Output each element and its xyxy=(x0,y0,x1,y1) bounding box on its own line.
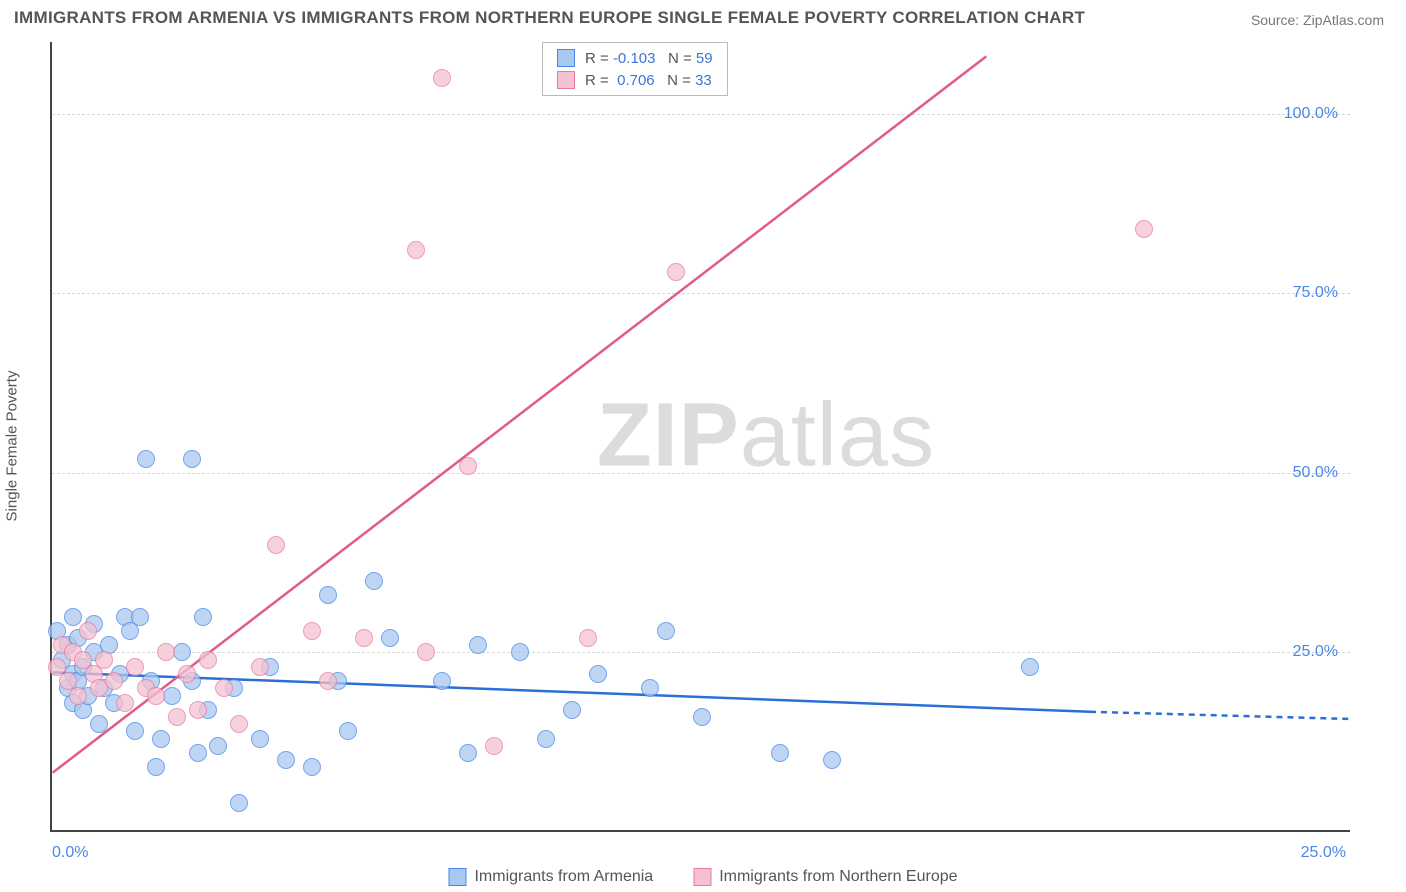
stats-row-armenia: R = -0.103 N = 59 xyxy=(557,49,713,67)
y-tick-label: 25.0% xyxy=(1293,643,1338,661)
data-point xyxy=(147,687,165,705)
data-point xyxy=(433,672,451,690)
data-point xyxy=(589,665,607,683)
data-point xyxy=(105,672,123,690)
legend-label-neurope: Immigrants from Northern Europe xyxy=(719,868,957,886)
watermark-light: atlas xyxy=(740,386,935,486)
x-axis-legend: Immigrants from Armenia Immigrants from … xyxy=(448,868,957,886)
data-point xyxy=(131,608,149,626)
data-point xyxy=(251,658,269,676)
data-point xyxy=(1135,220,1153,238)
gridline xyxy=(52,473,1350,474)
data-point xyxy=(469,636,487,654)
data-point xyxy=(407,241,425,259)
r-value-armenia: -0.103 xyxy=(613,50,656,67)
chart-title: IMMIGRANTS FROM ARMENIA VS IMMIGRANTS FR… xyxy=(14,8,1085,28)
gridline xyxy=(52,652,1350,653)
data-point xyxy=(168,708,186,726)
data-point xyxy=(230,715,248,733)
data-point xyxy=(381,629,399,647)
data-point xyxy=(1021,658,1039,676)
legend-item-armenia: Immigrants from Armenia xyxy=(448,868,653,886)
data-point xyxy=(693,708,711,726)
data-point xyxy=(209,737,227,755)
data-point xyxy=(194,608,212,626)
legend-item-neurope: Immigrants from Northern Europe xyxy=(693,868,957,886)
chart-container: IMMIGRANTS FROM ARMENIA VS IMMIGRANTS FR… xyxy=(0,0,1406,892)
source-label: Source: ZipAtlas.com xyxy=(1251,12,1384,28)
data-point xyxy=(459,744,477,762)
x-tick-label-left: 0.0% xyxy=(52,844,88,862)
legend-label-armenia: Immigrants from Armenia xyxy=(474,868,653,886)
x-tick-label-right: 25.0% xyxy=(1301,844,1346,862)
data-point xyxy=(64,608,82,626)
data-point xyxy=(95,651,113,669)
n-value-armenia: 59 xyxy=(696,50,713,67)
data-point xyxy=(173,643,191,661)
data-point xyxy=(215,679,233,697)
legend-swatch-armenia xyxy=(448,868,466,886)
data-point xyxy=(251,730,269,748)
plot-area: ZIPatlas 25.0%50.0%75.0%100.0%0.0%25.0% … xyxy=(50,42,1350,832)
data-point xyxy=(771,744,789,762)
data-point xyxy=(183,450,201,468)
data-point xyxy=(157,643,175,661)
stats-text-neurope: R = 0.706 N = 33 xyxy=(585,72,712,89)
data-point xyxy=(537,730,555,748)
data-point xyxy=(147,758,165,776)
stats-row-neurope: R = 0.706 N = 33 xyxy=(557,71,713,89)
watermark-bold: ZIP xyxy=(597,386,740,486)
legend-swatch-neurope xyxy=(693,868,711,886)
data-point xyxy=(126,722,144,740)
data-point xyxy=(823,751,841,769)
plot-inner: ZIPatlas 25.0%50.0%75.0%100.0%0.0%25.0% xyxy=(52,42,1350,830)
swatch-armenia xyxy=(557,49,575,67)
stats-legend-box: R = -0.103 N = 59 R = 0.706 N = 33 xyxy=(542,42,728,96)
data-point xyxy=(199,651,217,669)
data-point xyxy=(303,758,321,776)
data-point xyxy=(152,730,170,748)
gridline xyxy=(52,293,1350,294)
data-point xyxy=(667,263,685,281)
data-point xyxy=(137,450,155,468)
data-point xyxy=(417,643,435,661)
r-value-neurope: 0.706 xyxy=(617,72,655,89)
data-point xyxy=(433,69,451,87)
y-tick-label: 100.0% xyxy=(1284,105,1338,123)
data-point xyxy=(355,629,373,647)
data-point xyxy=(116,694,134,712)
n-value-neurope: 33 xyxy=(695,72,712,89)
data-point xyxy=(90,715,108,733)
data-point xyxy=(189,701,207,719)
y-tick-label: 75.0% xyxy=(1293,284,1338,302)
data-point xyxy=(178,665,196,683)
data-point xyxy=(319,586,337,604)
data-point xyxy=(365,572,383,590)
data-point xyxy=(267,536,285,554)
swatch-neurope xyxy=(557,71,575,89)
data-point xyxy=(230,794,248,812)
y-axis-title: Single Female Poverty xyxy=(4,371,21,522)
data-point xyxy=(163,687,181,705)
data-point xyxy=(79,622,97,640)
data-point xyxy=(641,679,659,697)
data-point xyxy=(303,622,321,640)
data-point xyxy=(319,672,337,690)
data-point xyxy=(126,658,144,676)
data-point xyxy=(69,687,87,705)
gridline xyxy=(52,114,1350,115)
data-point xyxy=(277,751,295,769)
data-point xyxy=(459,457,477,475)
data-point xyxy=(579,629,597,647)
y-tick-label: 50.0% xyxy=(1293,464,1338,482)
stats-text-armenia: R = -0.103 N = 59 xyxy=(585,50,713,67)
data-point xyxy=(339,722,357,740)
data-point xyxy=(563,701,581,719)
data-point xyxy=(189,744,207,762)
data-point xyxy=(511,643,529,661)
data-point xyxy=(657,622,675,640)
data-point xyxy=(485,737,503,755)
